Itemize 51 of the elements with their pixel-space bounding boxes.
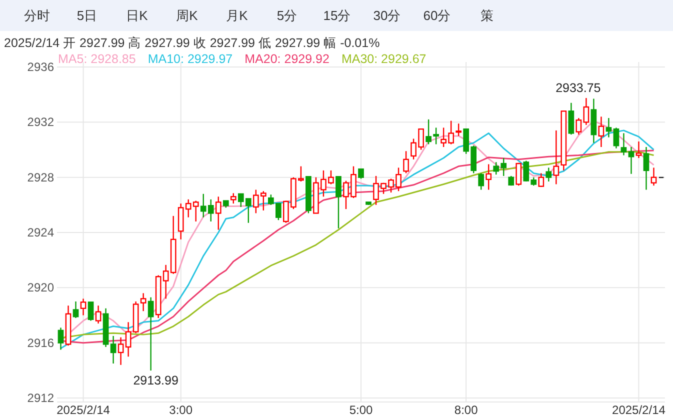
candlestick bbox=[125, 322, 132, 358]
candlestick bbox=[102, 308, 109, 348]
y-tick-label: 2928 bbox=[27, 170, 54, 184]
y-tick-label: 2916 bbox=[27, 336, 54, 350]
candlestick bbox=[576, 117, 582, 136]
candlestick bbox=[80, 298, 86, 316]
annotation: 2913.99 bbox=[133, 374, 178, 388]
text: 30分 bbox=[373, 8, 401, 23]
text: 分时 bbox=[24, 8, 50, 23]
text: 5日 bbox=[76, 8, 98, 23]
x-tick-label: 3:00 bbox=[169, 403, 193, 417]
x-tick-label: 2025/2/14 bbox=[56, 403, 110, 417]
x-tick-label: 8:00 bbox=[454, 403, 478, 417]
text: MA5: 2928.85 bbox=[58, 52, 136, 66]
candlestick bbox=[606, 117, 612, 138]
candlestick bbox=[110, 335, 116, 364]
text: 周K bbox=[176, 8, 198, 23]
candlestick bbox=[553, 130, 560, 185]
y-tick-label: 2912 bbox=[27, 391, 54, 405]
text: 日K bbox=[126, 8, 148, 23]
candlestick bbox=[620, 132, 627, 156]
candlestick bbox=[583, 97, 590, 126]
text: MA20: 2929.92 bbox=[244, 52, 330, 66]
text: 15分 bbox=[323, 8, 351, 23]
text: 5分 bbox=[276, 8, 298, 23]
chart-subtitle: 2025/2/14 开 2927.99 高 2927.99 收 2927.99 低 2927.99 幅 -0.01% bbox=[4, 35, 380, 50]
x-tick-label: 5:00 bbox=[349, 403, 373, 417]
y-tick-label: 2920 bbox=[27, 280, 54, 295]
candlestick bbox=[546, 167, 552, 182]
x-tick-label: 2025/2/14 bbox=[612, 403, 666, 417]
candlestick bbox=[148, 296, 154, 372]
y-tick-label: 2936 bbox=[27, 60, 54, 74]
candlestick bbox=[650, 167, 657, 186]
candlestick bbox=[590, 98, 597, 144]
candlestick bbox=[140, 292, 146, 312]
candlestick bbox=[95, 304, 102, 324]
annotation: 2933.75 bbox=[556, 81, 601, 96]
y-tick-label: 2924 bbox=[27, 226, 54, 240]
candlestick bbox=[486, 164, 492, 190]
y-tick-label: 2932 bbox=[27, 115, 54, 130]
text: MA10: 2929.97 bbox=[148, 52, 233, 66]
candlestick bbox=[643, 146, 650, 190]
candlestick bbox=[58, 327, 64, 350]
candlestick bbox=[118, 336, 124, 366]
text: 60分 bbox=[423, 8, 451, 23]
text: 策 bbox=[480, 8, 494, 23]
candlestick bbox=[598, 116, 604, 148]
candlestick bbox=[628, 146, 634, 174]
candlestick bbox=[636, 140, 642, 159]
text: MA30: 2929.67 bbox=[341, 52, 426, 66]
text: 月K bbox=[226, 8, 248, 23]
